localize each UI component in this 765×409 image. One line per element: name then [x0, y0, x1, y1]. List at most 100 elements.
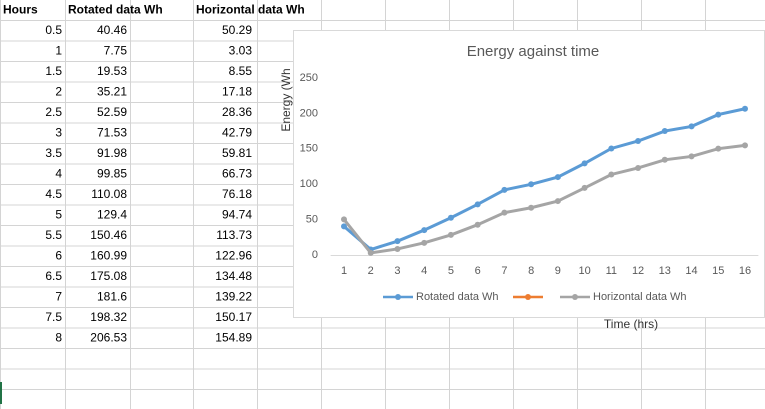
data-point	[581, 184, 588, 191]
cell: 160.99	[90, 248, 127, 262]
cell: 206.53	[90, 330, 127, 344]
cell: 154.89	[215, 330, 252, 344]
cell: 2.5	[45, 105, 62, 119]
cell: 5.5	[45, 228, 62, 242]
x-tick-label: 7	[501, 265, 507, 277]
x-tick-label: 11	[606, 265, 617, 277]
cell: 150.17	[215, 310, 252, 324]
header-cell: Horizontal data Wh	[196, 2, 305, 16]
cell: 50.29	[222, 23, 252, 37]
y-axis-label: Energy (Wh	[279, 68, 293, 131]
x-tick-label: 14	[685, 265, 697, 277]
cell: 0.5	[45, 23, 62, 37]
x-tick-label: 1	[341, 265, 347, 277]
legend-label: Horizontal data Wh	[593, 291, 687, 303]
cell: 4.5	[45, 187, 62, 201]
cell: 3.03	[229, 43, 253, 57]
cell: 139.22	[215, 289, 252, 303]
data-point	[742, 105, 748, 112]
chart-area	[293, 30, 765, 318]
cell: 122.96	[215, 248, 252, 262]
legend-label: Rotated data Wh	[416, 291, 499, 303]
cell: 7.5	[45, 310, 62, 324]
cell: 91.98	[97, 146, 127, 160]
cell: 5	[55, 207, 62, 221]
y-tick-label: 50	[306, 214, 318, 226]
x-tick-label: 10	[578, 265, 590, 277]
cell: 52.59	[97, 105, 127, 119]
cell: 28.36	[222, 105, 252, 119]
data-point	[474, 221, 481, 228]
data-point	[742, 142, 748, 149]
x-tick-label: 2	[368, 265, 374, 277]
cell: 2	[55, 84, 62, 98]
y-tick-label: 100	[300, 178, 318, 190]
cell: 99.85	[97, 166, 127, 180]
x-tick-label: 6	[475, 265, 481, 277]
data-point	[661, 156, 668, 163]
cursor	[0, 382, 2, 404]
cell: 1	[55, 43, 62, 57]
header-cell: Rotated data Wh	[68, 2, 163, 16]
cell: 3.5	[45, 146, 62, 160]
data-point	[528, 181, 535, 188]
cell: 40.46	[97, 23, 127, 37]
data-point	[688, 153, 695, 160]
data-point	[421, 239, 428, 246]
x-tick-label: 3	[394, 265, 400, 277]
x-tick-label: 16	[739, 265, 751, 277]
cell: 17.18	[222, 84, 252, 98]
data-point	[447, 214, 454, 221]
y-tick-label: 0	[312, 249, 318, 261]
y-tick-label: 250	[300, 72, 318, 84]
cell: 134.48	[215, 269, 252, 283]
legend-marker	[395, 294, 401, 300]
data-point	[554, 174, 561, 181]
cell: 8.55	[229, 64, 253, 78]
cell: 150.46	[90, 228, 127, 242]
data-point	[608, 145, 615, 152]
cell: 129.4	[97, 207, 127, 221]
cell: 7.75	[104, 43, 128, 57]
data-point	[554, 198, 561, 205]
cell: 6	[55, 248, 62, 262]
cell: 66.73	[222, 166, 252, 180]
x-tick-label: 9	[555, 265, 561, 277]
data-point	[394, 238, 401, 245]
data-point	[394, 245, 401, 252]
cell: 35.21	[97, 84, 127, 98]
x-tick-label: 8	[528, 265, 534, 277]
series-line	[343, 107, 746, 252]
data-point	[474, 201, 481, 208]
data-point	[341, 216, 347, 223]
cell: 76.18	[222, 187, 252, 201]
cell: 113.73	[216, 228, 252, 242]
cell: 94.74	[222, 207, 252, 221]
data-point	[635, 164, 642, 171]
data-point	[581, 160, 588, 167]
cell: 8	[55, 330, 62, 344]
cell: 181.6	[97, 289, 127, 303]
cell: 7	[55, 289, 62, 303]
chart-title: Energy against time	[467, 43, 600, 60]
x-tick-label: 4	[421, 265, 427, 277]
cell: 42.79	[222, 125, 252, 139]
data-point	[715, 111, 722, 118]
y-tick-label: 200	[300, 107, 318, 119]
series-line	[342, 143, 746, 255]
cell: 110.08	[91, 187, 127, 201]
x-tick-label: 13	[659, 265, 671, 277]
x-axis-label: Time (hrs)	[604, 317, 658, 331]
cell: 71.53	[97, 125, 127, 139]
data-point	[421, 227, 428, 234]
data-point	[608, 171, 615, 178]
data-point	[688, 123, 695, 130]
data-point	[447, 231, 454, 238]
data-point	[715, 145, 722, 152]
legend-marker	[572, 294, 578, 300]
data-point	[528, 204, 535, 211]
x-tick-label: 12	[632, 265, 644, 277]
data-point	[501, 186, 508, 193]
cell: 1.5	[45, 64, 62, 78]
legend-marker	[525, 294, 531, 300]
